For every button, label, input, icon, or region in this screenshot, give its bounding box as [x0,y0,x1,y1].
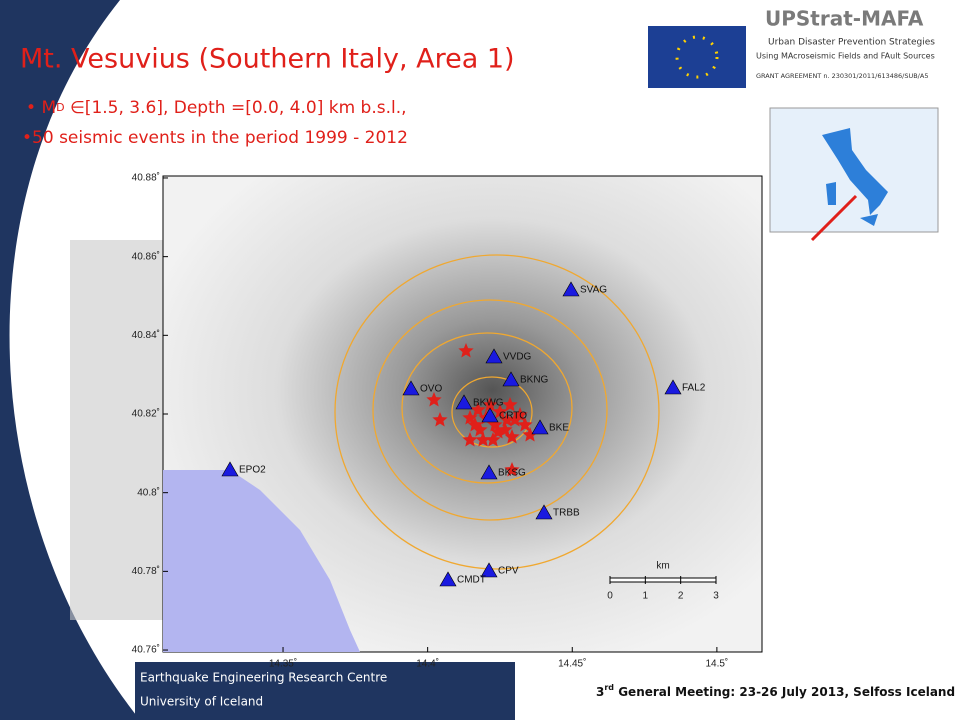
scale-label: 3 [713,591,719,602]
title: Mt. Vesuvius (Southern Italy, Area 1) [20,44,515,75]
logo-grant: GRANT AGREEMENT n. 230301/2011/613486/SU… [756,72,928,80]
station [502,371,520,387]
event-star [485,432,501,447]
lat-label: 40.78˚ [132,565,160,577]
event-star [502,397,518,412]
lon-label: 14.5˚ [705,658,728,670]
event-star [470,402,486,417]
eu-stars [675,35,719,79]
bullet: •50 seismic events in the period 1999 - … [22,128,408,148]
event-star [467,417,483,432]
navy-arc [0,0,140,720]
scale-label: 1 [643,591,649,602]
footer-band [135,662,515,720]
m: M [41,98,56,118]
event-star [462,410,478,425]
meeting: 3rd General Meeting: 23-26 July 2013, Se… [596,683,955,699]
contours [334,254,660,570]
station [562,281,580,297]
station [480,464,498,480]
footer-left: University of Iceland [140,695,263,709]
station-label: BKE [549,423,569,434]
lat-label: 40.82˚ [132,408,160,420]
event-star [426,392,442,407]
lon-label: 14.45˚ [558,658,586,670]
meeting-sup: rd [604,683,614,692]
italy [822,128,888,215]
station [439,571,457,587]
lat-label: 40.86˚ [132,250,160,262]
logo-name: UPStrat-MAFA [765,7,924,31]
scale-unit: km [656,561,669,572]
station-label: BKNG [520,375,549,386]
event-star [499,412,515,427]
station [402,380,420,396]
lat-label: 40.84˚ [132,329,160,341]
eu-flag [648,26,746,88]
station [664,379,682,395]
station [531,419,549,435]
station [480,562,498,578]
islands [826,182,878,226]
event-star [512,407,528,422]
contour [372,299,608,521]
event-star [522,427,538,442]
scale-rect [609,577,717,583]
station-label: CMDT [457,575,486,586]
event-star [475,432,491,447]
event-star [432,412,448,427]
station [221,461,239,477]
station-label: FAL2 [682,383,706,394]
scale-label: 2 [678,591,684,602]
lat-label: 40.88˚ [132,172,160,184]
arrow [810,194,858,242]
contour [401,332,573,484]
event-star [504,429,520,444]
station-label: CPV [498,566,519,577]
event-star [472,422,488,437]
event-star [482,397,498,412]
footer-left: Earthquake Engineering Research Centre [140,671,387,685]
station [481,407,499,423]
lon-label: 14.4˚ [416,658,439,670]
bullet-text: 50 seismic events in the period 1999 - 2… [32,128,408,148]
station-label: SVAG [580,285,607,296]
lat-label: 40.76˚ [132,644,160,656]
photo-strip [70,240,165,620]
lat-label: 40.8˚ [137,486,160,498]
station [455,394,473,410]
event-star [517,417,533,432]
event-star [462,432,478,447]
bullet-rest: ∈[1.5, 3.6], Depth =[0.0, 4.0] km b.s.l.… [70,98,407,118]
station-label: EPO2 [239,465,266,476]
station-label: CRTO [499,411,527,422]
sea [163,470,360,652]
lon-label: 14.35˚ [269,658,297,670]
m-sub: D [56,101,64,114]
scale-label: 0 [607,591,613,602]
meeting-rest: General Meeting: 23-26 July 2013, Selfos… [614,685,955,699]
logo-line: Urban Disaster Prevention Strategies [768,38,935,48]
station-label: OVO [420,384,442,395]
scale-bar: 0 1 2 3 km [607,561,719,602]
station-label: BKWG [473,398,504,409]
station-label: BKSG [498,468,526,479]
contour [334,254,660,570]
meeting-num: 3 [596,685,604,699]
logo-line: Using MAcroseismic Fields and FAult Sour… [756,52,935,61]
event-star [490,424,506,439]
event-star [504,462,520,477]
bullet: • MD ∈[1.5, 3.6], Depth =[0.0, 4.0] km b… [26,98,407,118]
contour [451,376,533,448]
station [485,348,503,364]
station-label: TRBB [553,508,580,519]
event-star [458,343,474,358]
station-label: VVDG [503,352,532,363]
event-star [492,404,508,419]
station [535,504,553,520]
